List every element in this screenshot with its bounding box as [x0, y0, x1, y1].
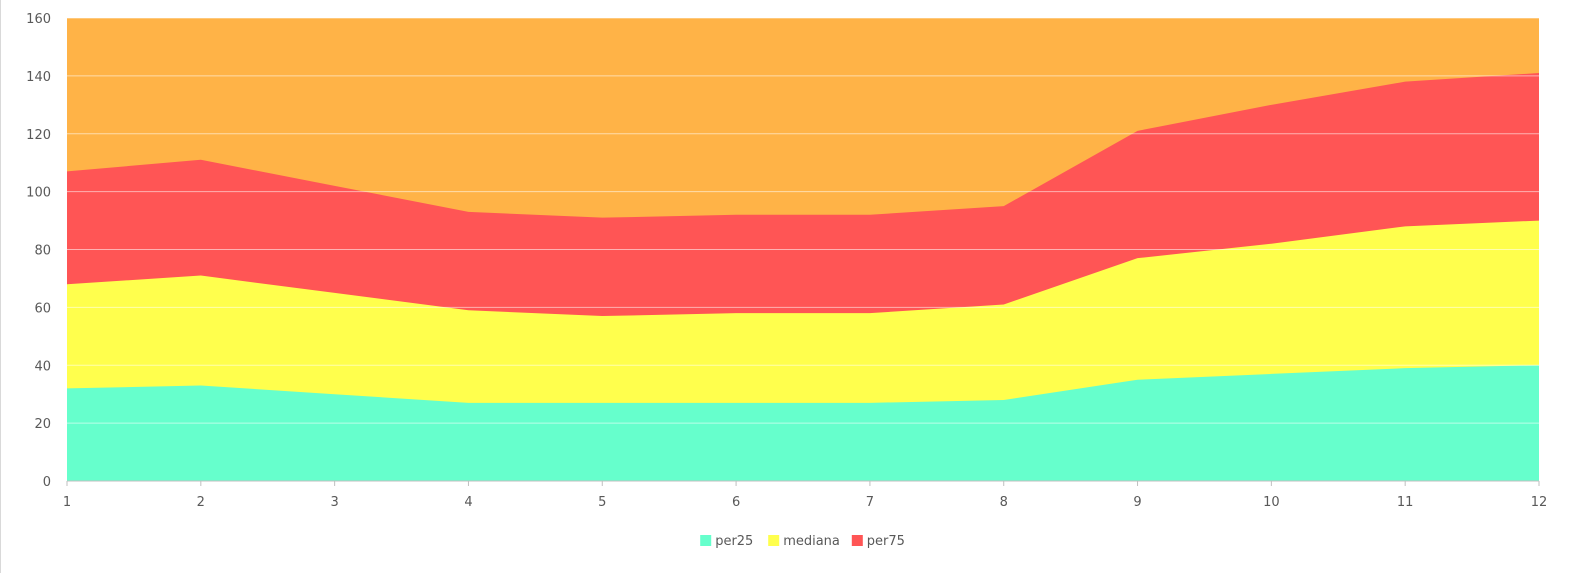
- x-tick-label-2: 2: [197, 495, 205, 510]
- y-tick-label-160: 160: [26, 12, 51, 27]
- legend-label-mediana: mediana: [783, 534, 840, 549]
- x-tick-label-11: 11: [1397, 495, 1414, 510]
- y-tick-label-60: 60: [34, 301, 51, 316]
- x-tick-label-1: 1: [63, 495, 71, 510]
- x-tick-labels: 1 2 3 4 5 6 7 8 9 10 11 12: [63, 495, 1547, 510]
- legend-swatch-per25: [700, 535, 712, 546]
- x-tick-label-3: 3: [330, 495, 338, 510]
- y-tick-label-20: 20: [34, 417, 51, 432]
- gridlines: [67, 17, 1539, 424]
- area-series-group: [67, 72, 1539, 481]
- legend-swatch-per75: [851, 535, 863, 546]
- legend: per25 mediana per75: [700, 534, 905, 549]
- y-tick-label-140: 140: [26, 70, 51, 85]
- x-tick-label-9: 9: [1133, 495, 1141, 510]
- y-tick-labels: 0 20 40 60 80 100 120 140 160: [26, 12, 51, 490]
- y-tick-label-40: 40: [34, 359, 51, 374]
- x-tick-label-6: 6: [732, 495, 740, 510]
- y-tick-label-0: 0: [43, 475, 51, 490]
- legend-label-per75: per75: [867, 534, 905, 549]
- x-tick-label-7: 7: [866, 495, 874, 510]
- x-tick-label-12: 12: [1531, 495, 1548, 510]
- legend-swatch-mediana: [768, 535, 780, 546]
- y-tick-label-100: 100: [26, 186, 51, 201]
- x-tick-label-4: 4: [464, 495, 472, 510]
- y-tick-label-120: 120: [26, 128, 51, 143]
- axes: [66, 480, 1540, 486]
- x-tick-label-10: 10: [1263, 495, 1280, 510]
- y-tick-label-80: 80: [34, 244, 51, 259]
- legend-label-per25: per25: [715, 534, 753, 549]
- x-tick-label-8: 8: [1000, 495, 1008, 510]
- x-tick-label-5: 5: [598, 495, 606, 510]
